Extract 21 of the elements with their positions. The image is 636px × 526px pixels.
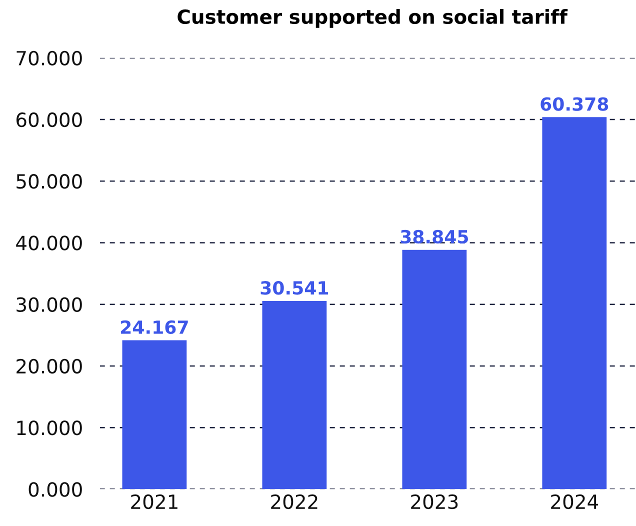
y-tick-label: 70.000 xyxy=(16,50,82,66)
y-tick-label: 60.000 xyxy=(16,112,82,128)
y-tick-label: 10.000 xyxy=(17,420,82,436)
data-label: 38.845 xyxy=(400,230,468,244)
bar xyxy=(122,340,187,490)
y-tick-label: 30.000 xyxy=(16,297,82,312)
data-label: 60.378 xyxy=(540,97,608,111)
data-label: 30.541 xyxy=(260,281,328,295)
x-tick-label: 2022 xyxy=(271,494,318,510)
y-tick-label: 0.000 xyxy=(28,482,82,497)
x-tick-label: 2024 xyxy=(551,494,598,510)
y-tick-label: 40.000 xyxy=(16,236,82,250)
bar xyxy=(402,250,467,490)
bar xyxy=(542,117,607,490)
x-tick-label: 2023 xyxy=(411,494,458,510)
y-tick-label: 20.000 xyxy=(16,358,82,374)
chart-title: Customer supported on social tariff xyxy=(178,9,568,28)
y-tick-label: 50.000 xyxy=(16,174,82,189)
x-tick-label: 2021 xyxy=(131,494,178,510)
data-label: 24.167 xyxy=(121,320,188,334)
bar xyxy=(262,300,327,490)
